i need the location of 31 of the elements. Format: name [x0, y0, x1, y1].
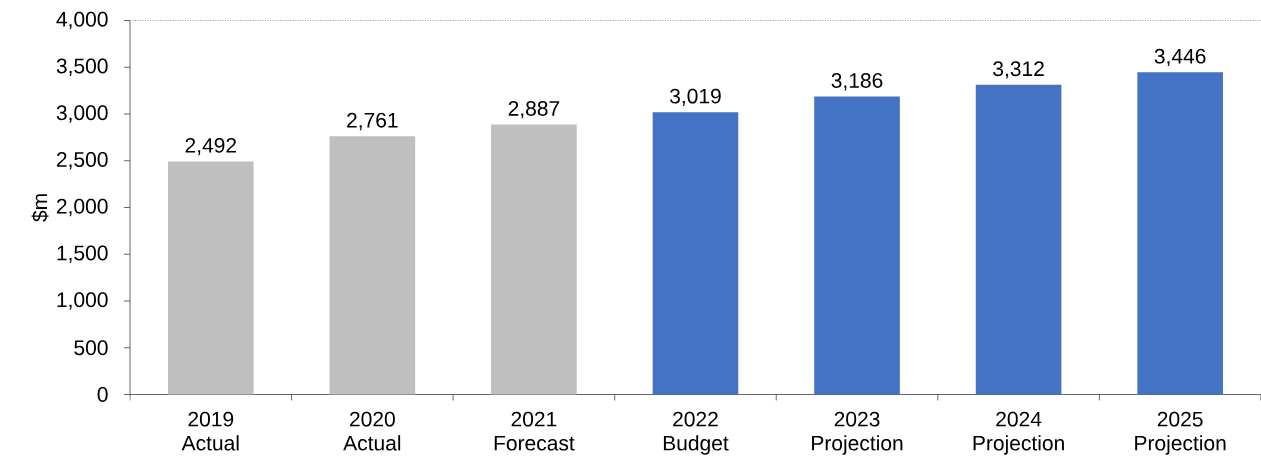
bar: [329, 136, 416, 395]
x-tick-label: 2023 Projection: [812, 411, 903, 455]
x-tick-label: 2020 Actual: [343, 411, 401, 451]
y-tick-label: 3,000: [56, 105, 108, 123]
y-tick-label: 1,000: [57, 292, 108, 310]
y-axis-title: $m: [31, 194, 49, 222]
x-tick-label: 2022 Budget: [663, 411, 729, 455]
bar: [1137, 72, 1223, 395]
y-tick-label: 1,500: [57, 245, 108, 263]
data-label: 3,312: [993, 61, 1044, 79]
bar: [167, 161, 254, 395]
x-tick-label: 2019 Actual: [181, 411, 239, 451]
x-tick-label: 2024 Projection: [973, 411, 1064, 455]
data-label: 2,761: [347, 112, 398, 131]
bar: [814, 96, 900, 395]
y-tick-label: 2,000: [56, 198, 108, 217]
y-tick-label: 2,500: [56, 152, 108, 170]
bar: [652, 112, 739, 395]
x-tick-label: 2025 Projection: [1135, 411, 1226, 455]
data-label: 3,446: [1154, 48, 1206, 67]
data-label: 2,887: [508, 101, 560, 119]
bar: [975, 84, 1062, 395]
data-label: 2,492: [185, 137, 236, 156]
y-tick-label: 500: [74, 340, 108, 356]
x-tick-label: 2021 Forecast: [494, 411, 575, 451]
data-label: 3,186: [831, 73, 883, 91]
y-tick-label: 0: [97, 387, 108, 402]
y-tick-label: 4,000: [56, 11, 108, 30]
data-label: 3,019: [669, 88, 721, 107]
y-tick-label: 3,500: [56, 58, 108, 76]
bar: [491, 124, 577, 395]
